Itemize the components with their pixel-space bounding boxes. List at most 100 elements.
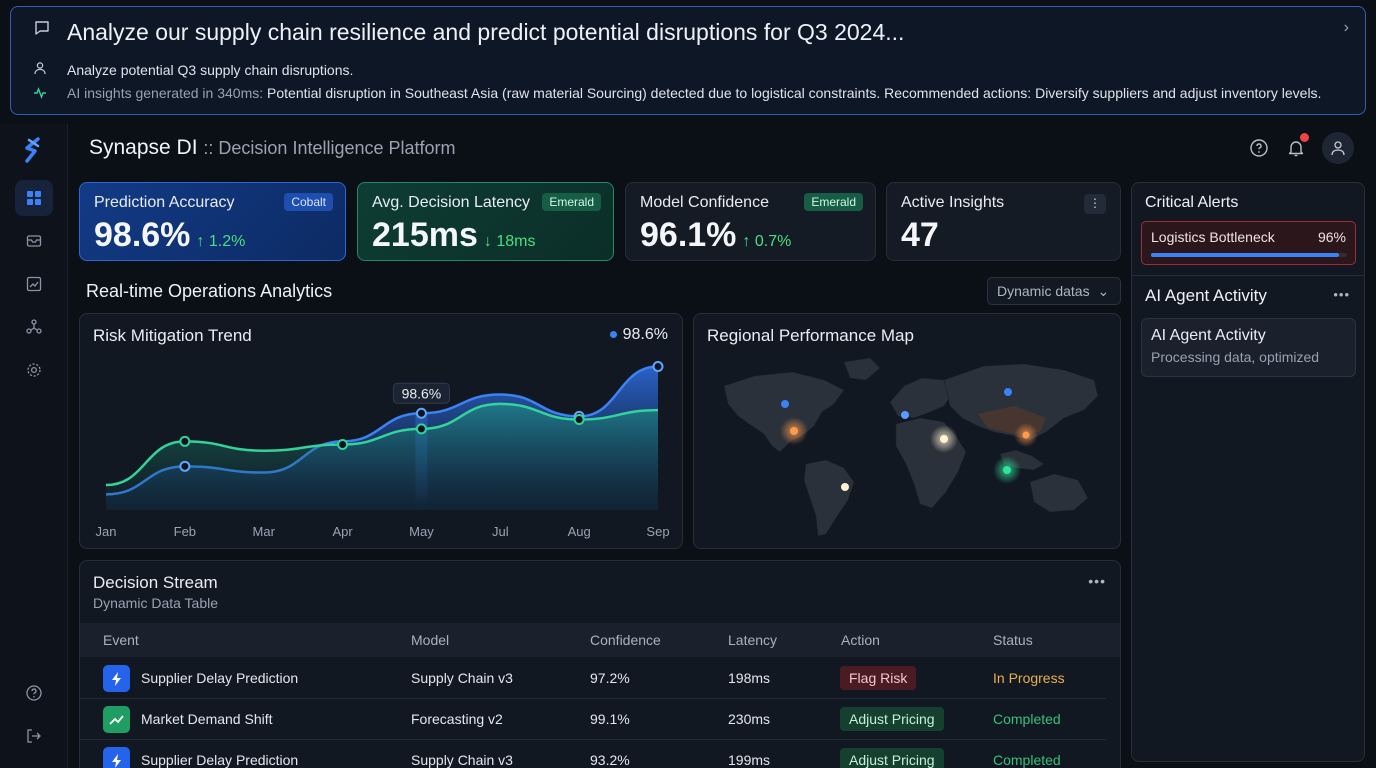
legend-dot (609, 331, 617, 339)
kpi-value: 96.1% (640, 216, 737, 254)
kpi-model-confidence[interactable]: Model Confidence Emerald 96.1% ↑ 0.7% (625, 182, 876, 261)
map-hotspot-blue[interactable] (901, 411, 909, 419)
sidebar-item-settings[interactable] (15, 352, 53, 388)
europe-shape (889, 377, 953, 419)
col-model[interactable]: Model (411, 632, 450, 648)
dropdown-value: Dynamic datas (997, 283, 1090, 299)
agent-section-title: AI Agent Activity (1145, 286, 1267, 305)
prompt-user-line: Analyze potential Q3 supply chain disrup… (67, 62, 354, 78)
map-hotspot-blue[interactable] (1004, 388, 1012, 396)
more-vertical-icon[interactable]: ⋮ (1084, 194, 1106, 214)
data-point (652, 360, 664, 372)
kpi-prediction-accuracy[interactable]: Prediction Accuracy Cobalt 98.6% ↑ 1.2% (79, 182, 346, 261)
table-header: Event Model Confidence Latency Action St… (80, 623, 1120, 657)
col-confidence[interactable]: Confidence (590, 632, 661, 648)
table-row[interactable]: Supplier Delay Prediction Supply Chain v… (80, 658, 1106, 699)
chevron-right-icon[interactable]: › (1343, 19, 1349, 36)
decision-stream-panel: Decision Stream Dynamic Data Table ••• E… (79, 560, 1121, 768)
alert-item[interactable]: Logistics Bottleneck 96% (1141, 221, 1356, 265)
bell-icon[interactable] (1286, 138, 1306, 158)
data-source-dropdown[interactable]: Dynamic datas ⌄ (987, 277, 1121, 305)
cell-event: Market Demand Shift (141, 711, 273, 727)
risk-trend-panel: Risk Mitigation Trend 98.6% 98.6% Jan Feb M… (79, 313, 683, 549)
south-america-shape (803, 459, 855, 537)
table-row[interactable]: Market Demand Shift Forecasting v2 99.1%… (80, 699, 1106, 740)
kpi-delta: ↓ 18ms (483, 233, 536, 250)
alerts-title: Critical Alerts (1145, 194, 1239, 211)
status-badge: Completed (993, 711, 1061, 727)
x-tick-label: Mar (253, 524, 276, 539)
kpi-tag: Cobalt (284, 193, 333, 211)
help-icon[interactable] (1249, 138, 1269, 158)
sidebar-item-help[interactable] (15, 675, 53, 711)
map-hotspot-blue[interactable] (781, 400, 789, 408)
lightning-icon (103, 665, 130, 692)
map-hotspot-green[interactable] (1003, 466, 1011, 474)
asia-shape (943, 363, 1099, 441)
map-hotspot-white[interactable] (940, 435, 948, 443)
sidebar-item-dashboard[interactable] (15, 180, 53, 216)
chat-icon (35, 21, 49, 35)
trend-up-icon (103, 706, 130, 733)
prompt-panel[interactable]: Analyze our supply chain resilience and … (10, 6, 1366, 115)
user-avatar-icon (1331, 141, 1345, 156)
right-panel: Critical Alerts Logistics Bottleneck 96%… (1131, 182, 1365, 762)
australia-shape (1029, 473, 1089, 513)
col-event[interactable]: Event (103, 632, 139, 648)
world-map[interactable] (694, 314, 1122, 550)
col-latency[interactable]: Latency (728, 632, 778, 648)
app-subtitle: :: Decision Intelligence Platform (203, 138, 456, 158)
more-horizontal-icon[interactable]: ••• (1333, 287, 1350, 302)
x-tick-label: Jan (96, 524, 117, 539)
x-tick-label: Jul (492, 524, 509, 539)
action-button[interactable]: Adjust Pricing (840, 748, 944, 768)
trend-chart[interactable]: 98.6% Jan Feb Mar Apr May Jul Aug Sep (80, 314, 684, 550)
chart-line-icon (26, 276, 42, 292)
user-icon (34, 62, 46, 75)
col-status[interactable]: Status (993, 632, 1033, 648)
insight-text: Potential disruption in Southeast Asia (… (267, 85, 1322, 101)
more-horizontal-icon[interactable]: ••• (1088, 573, 1106, 589)
x-tick-label: Sep (646, 524, 669, 539)
cell-confidence: 97.2% (590, 670, 630, 686)
prompt-insight-line: AI insights generated in 340ms: Potentia… (67, 85, 1321, 101)
x-tick-label: May (409, 524, 434, 539)
sidebar-item-analytics[interactable] (15, 266, 53, 302)
kpi-value-row: 96.1% ↑ 0.7% (640, 216, 791, 255)
cell-event: Supplier Delay Prediction (141, 752, 299, 768)
map-hotspot-white[interactable] (841, 483, 849, 491)
series-area (106, 403, 658, 510)
kpi-value: 47 (901, 216, 939, 254)
kpi-active-insights[interactable]: Active Insights ⋮ 47 (886, 182, 1121, 261)
action-button[interactable]: Adjust Pricing (840, 707, 944, 731)
analytics-section-title: Real-time Operations Analytics (86, 281, 333, 301)
activity-wave-icon (34, 87, 46, 99)
sidebar-item-logout[interactable] (15, 718, 53, 754)
logout-icon (27, 729, 41, 743)
status-badge: In Progress (993, 670, 1065, 686)
insight-prefix: AI insights generated in 340ms: (67, 85, 264, 101)
sidebar (0, 124, 68, 768)
agent-activity-card[interactable]: AI Agent Activity Processing data, optim… (1141, 318, 1356, 377)
kpi-delta: ↑ 1.2% (196, 233, 246, 250)
prompt-query[interactable]: Analyze our supply chain resilience and … (67, 19, 905, 45)
kpi-value-row: 98.6% ↑ 1.2% (94, 216, 245, 255)
kpi-tag: Emerald (542, 193, 601, 211)
table-row[interactable]: Supplier Delay Prediction Supply Chain v… (80, 740, 1106, 768)
alert-percent: 96% (1317, 229, 1346, 245)
map-hotspot-orange[interactable] (790, 427, 798, 435)
sidebar-item-integrations[interactable] (15, 309, 53, 345)
kpi-decision-latency[interactable]: Avg. Decision Latency Emerald 215ms ↓ 18m… (357, 182, 614, 261)
status-badge: Completed (993, 752, 1061, 768)
data-point (573, 414, 585, 426)
avatar[interactable] (1322, 132, 1354, 164)
stream-subtitle: Dynamic Data Table (93, 595, 219, 611)
cell-confidence: 93.2% (590, 752, 630, 768)
divider (1132, 275, 1364, 276)
sidebar-item-inbox[interactable] (15, 223, 53, 259)
data-point (337, 438, 349, 450)
col-action[interactable]: Action (841, 632, 880, 648)
cell-latency: 199ms (728, 752, 771, 768)
action-button[interactable]: Flag Risk (840, 666, 917, 690)
map-hotspot-orange[interactable] (1022, 431, 1030, 439)
